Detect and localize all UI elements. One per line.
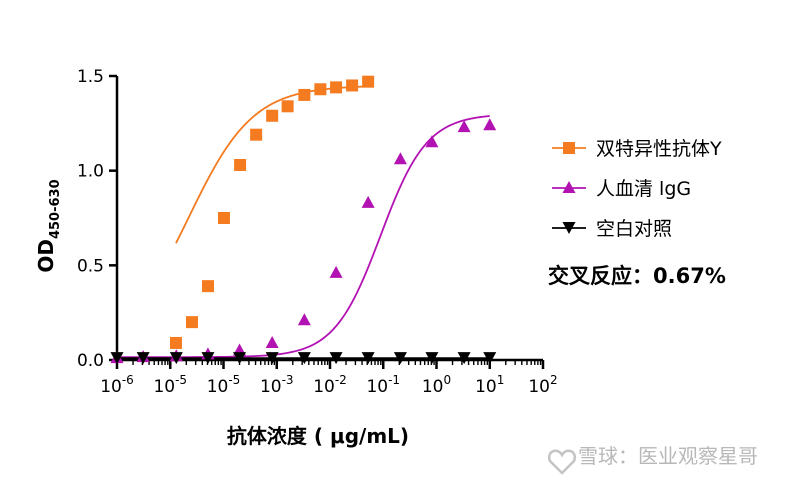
x-tick-base: 10 <box>313 377 335 397</box>
watermark-logo-icon <box>547 449 577 475</box>
watermark-logo-text: 雪球 <box>578 444 618 468</box>
data-point-series-1 <box>250 128 263 141</box>
y-axis-title-sub: 450-630 <box>48 179 63 239</box>
data-point-series-1 <box>362 75 375 88</box>
y-tick-label: 1.0 <box>77 162 104 182</box>
x-tick-label: 10-5 <box>153 373 187 397</box>
watermark-text: 雪球：医业观察星哥 <box>578 444 758 468</box>
x-tick-label: 100 <box>422 373 451 397</box>
data-point-series-2 <box>425 135 439 148</box>
x-tick-exp: -1 <box>388 373 400 387</box>
legend-marker <box>562 181 576 193</box>
data-point-series-1 <box>217 212 230 224</box>
data-point-series-2 <box>265 335 279 348</box>
x-tick-base: 10 <box>422 377 444 397</box>
data-point-series-1 <box>169 336 182 349</box>
data-point-series-3 <box>483 352 497 365</box>
y-axis-title-main: OD <box>34 239 58 273</box>
x-tick-base: 10 <box>100 377 122 397</box>
data-point-series-3 <box>169 352 183 365</box>
data-point-series-1 <box>314 83 327 96</box>
data-point-series-3 <box>361 352 375 365</box>
data-point-series-2 <box>393 152 407 165</box>
data-point-series-2 <box>329 265 343 278</box>
x-tick-exp: 1 <box>497 373 505 387</box>
x-tick-base: 10 <box>475 377 497 397</box>
data-point-series-2 <box>297 313 311 326</box>
data-point-series-3 <box>329 352 343 365</box>
x-tick-label: 10-1 <box>366 373 400 397</box>
x-tick-label: 101 <box>475 373 504 397</box>
x-tick-base: 10 <box>528 377 550 397</box>
x-tick-exp: -5 <box>175 373 187 387</box>
x-tick-label: 10-3 <box>260 373 294 397</box>
x-tick-exp: 0 <box>444 373 452 387</box>
legend-marker <box>563 142 575 154</box>
data-points <box>110 75 497 365</box>
y-tick-label: 0.5 <box>77 256 104 276</box>
x-tick-base: 10 <box>207 377 229 397</box>
y-axis-title: OD450-630 <box>34 179 63 272</box>
legend-label: 空白对照 <box>596 218 672 240</box>
x-tick-exp: -6 <box>122 373 134 387</box>
data-point-series-1 <box>281 100 294 113</box>
cross-reactivity-annotation: 交叉反应：0.67% <box>548 264 726 288</box>
x-tick-exp: -5 <box>228 373 240 387</box>
data-point-series-3 <box>265 352 279 365</box>
watermark: 雪球：医业观察星哥 <box>547 444 758 475</box>
data-point-series-3 <box>297 352 311 365</box>
x-tick-exp: 2 <box>550 373 558 387</box>
x-tick-label: 102 <box>528 373 557 397</box>
data-point-series-2 <box>483 118 497 131</box>
data-point-series-3 <box>233 352 247 365</box>
legend-label: 双特异性抗体Y <box>596 138 722 160</box>
y-tick-label: 1.5 <box>77 67 104 87</box>
x-tick-base: 10 <box>260 377 282 397</box>
y-tick-label: 0.0 <box>77 351 104 371</box>
data-point-series-1 <box>346 79 359 92</box>
x-tick-label: 10-5 <box>207 373 241 397</box>
x-axis-title: 抗体浓度 ( μg/mL) <box>227 424 409 448</box>
legend-marker <box>562 222 576 234</box>
axes: 0.00.51.01.510-6 10-5 10-5 10-3 10-2 10-1 100 1… <box>77 67 558 397</box>
x-tick-base: 10 <box>153 377 175 397</box>
data-point-series-1 <box>202 280 215 293</box>
data-point-series-1 <box>298 88 311 101</box>
data-point-series-3 <box>136 352 150 365</box>
data-point-series-3 <box>201 352 215 365</box>
data-point-series-1 <box>185 316 198 329</box>
x-tick-base: 10 <box>366 377 388 397</box>
x-tick-label: 10-2 <box>313 373 347 397</box>
data-point-series-3 <box>110 352 124 365</box>
x-tick-exp: -3 <box>282 373 294 387</box>
data-point-series-3 <box>457 352 471 365</box>
data-point-series-1 <box>266 109 279 122</box>
data-point-series-2 <box>457 120 471 133</box>
watermark-caption: ：医业观察星哥 <box>618 444 758 468</box>
legend: 双特异性抗体Y 人血清 lgG 空白对照 <box>552 138 722 240</box>
legend-label: 人血清 lgG <box>596 178 691 200</box>
data-point-series-3 <box>425 352 439 365</box>
data-point-series-1 <box>330 81 343 94</box>
x-tick-exp: -2 <box>335 373 347 387</box>
data-point-series-1 <box>234 158 247 171</box>
data-point-series-3 <box>393 352 407 365</box>
x-tick-label: 10-6 <box>100 373 134 397</box>
data-point-series-2 <box>361 195 375 208</box>
